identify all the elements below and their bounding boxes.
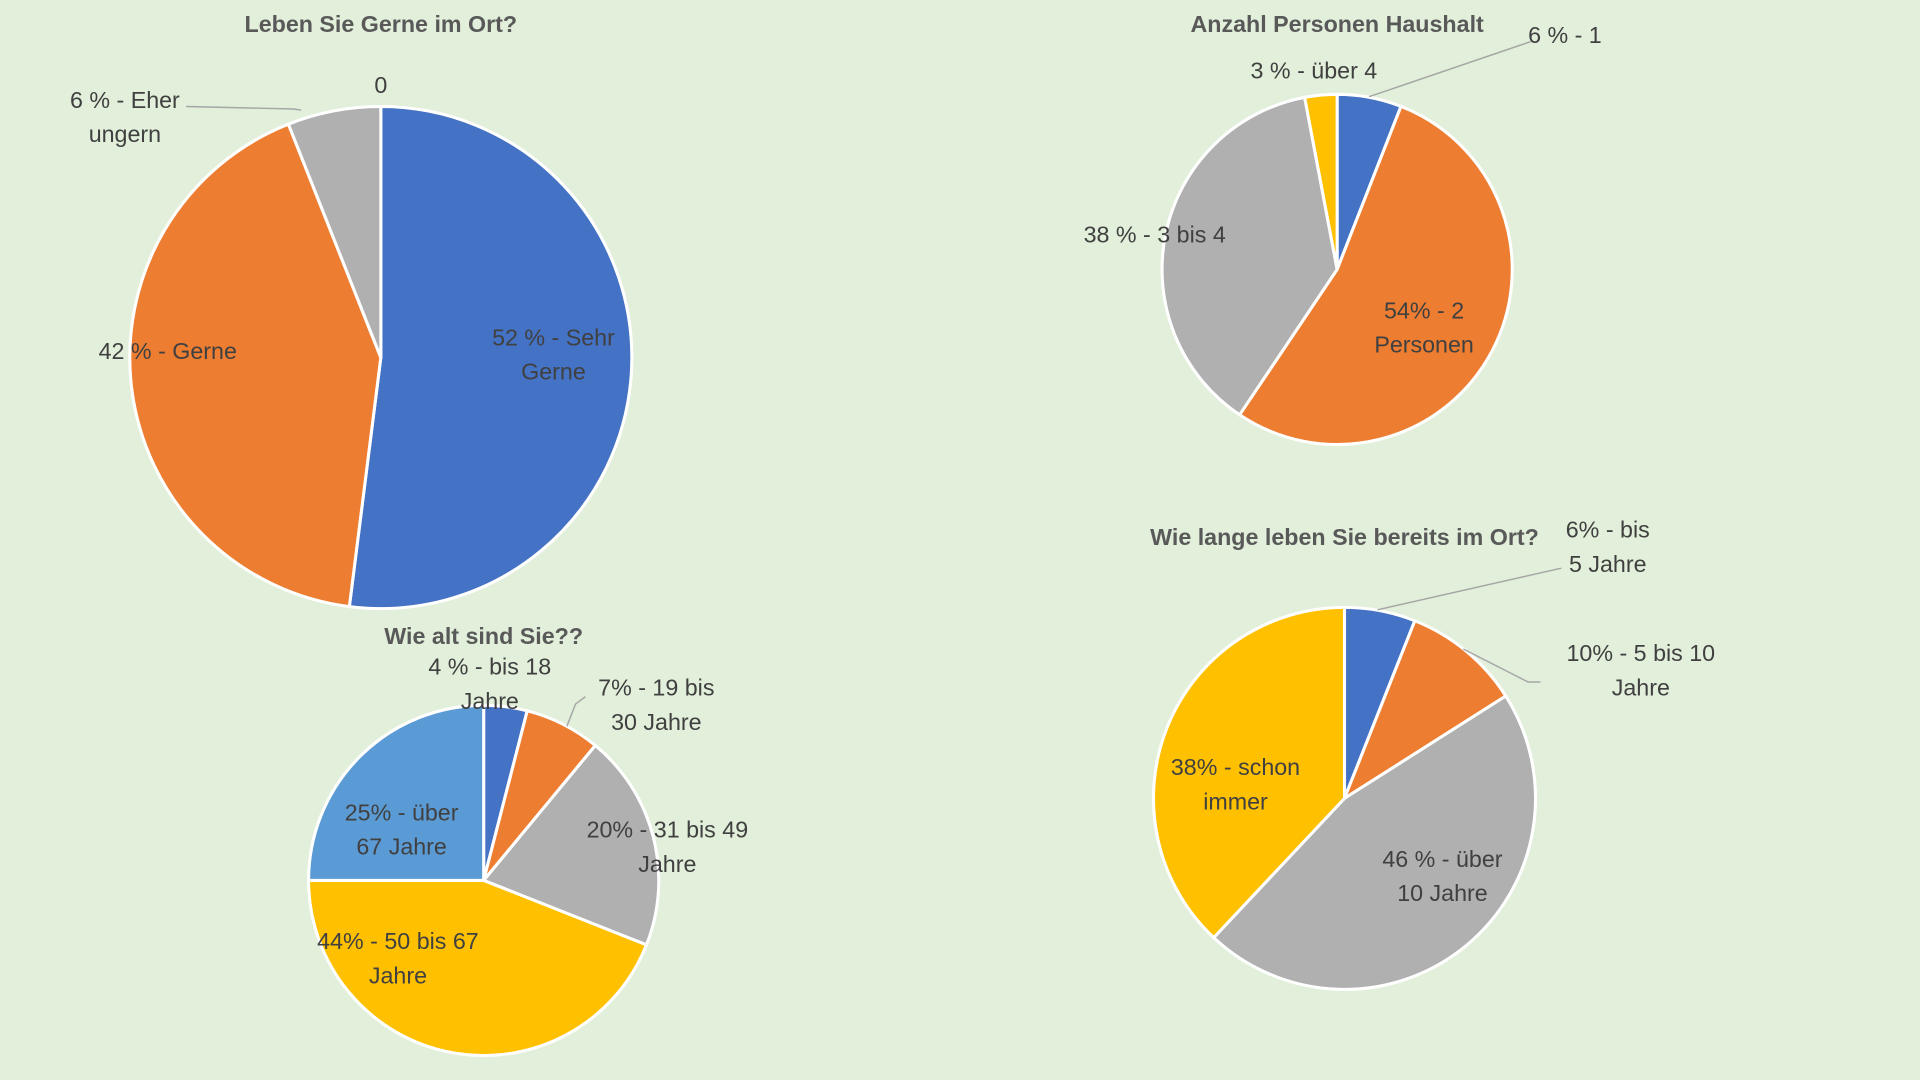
data-label: 7% - 19 bis 30 Jahre [598, 675, 714, 735]
data-label: 6 % - 1 [1528, 22, 1602, 48]
data-label: 0 [374, 72, 387, 98]
data-label: 46 % - über 10 Jahre [1382, 846, 1502, 906]
pie-slice-gerne [128, 122, 383, 609]
chart-wie-lange: Wie lange leben Sie bereits im Ort? 6% -… [1150, 517, 1715, 991]
pie [1160, 92, 1514, 446]
leader-line [1368, 40, 1531, 98]
data-label: 3 % - über 4 [1251, 57, 1378, 83]
chart-title: Wie lange leben Sie bereits im Ort? [1150, 524, 1539, 550]
leader-line [566, 696, 586, 727]
data-label: 25% - über 67 Jahre [345, 799, 459, 859]
chart-wie-alt: Wie alt sind Sie?? 4 % - bis 18 Jahre 7% … [307, 623, 749, 1058]
chart-title: Leben Sie Gerne im Ort? [245, 11, 518, 37]
pie [307, 703, 661, 1058]
pie-slice-über-4 [1302, 92, 1339, 270]
data-label: 20% - 31 bis 49 Jahre [587, 817, 749, 877]
leader-line [186, 105, 302, 111]
pie-slice-eher-ungern [286, 104, 383, 359]
data-label: 42 % - Gerne [99, 338, 237, 364]
chart-title: Anzahl Personen Haushalt [1191, 11, 1485, 37]
data-label: 6 % - Eher ungern [70, 87, 180, 147]
data-label: 54% - 2 Personen [1374, 297, 1474, 357]
pie-slice-über-10-jahre [1211, 693, 1538, 991]
leader-line [1462, 648, 1541, 683]
data-label: 6% - bis 5 Jahre [1566, 517, 1650, 577]
pie-slice-2-personen [1237, 104, 1514, 446]
pie-slice-über-67-jahre [307, 703, 486, 882]
pie-slice-schon-immer [1151, 605, 1347, 940]
pie-slice-31-bis-49-jahre [481, 743, 661, 947]
pie-slice-3-bis-4 [1160, 95, 1339, 417]
pie-slice-50-bis-67-jahre [307, 878, 649, 1058]
chart-title: Wie alt sind Sie?? [384, 623, 583, 649]
data-label: 52 % - Sehr Gerne [492, 324, 615, 384]
pie-slice-sehr-gerne [347, 104, 634, 611]
pie [1151, 605, 1538, 991]
leader-line [1377, 567, 1562, 611]
chart-anzahl-personen: Anzahl Personen Haushalt 6 % - 1 54% - 2… [1084, 11, 1602, 446]
data-label: 4 % - bis 18 Jahre [428, 654, 551, 714]
data-label: 38% - schon immer [1171, 754, 1300, 814]
data-label: 44% - 50 bis 67 Jahre [317, 928, 479, 988]
pie [128, 104, 634, 611]
data-label: 38 % - 3 bis 4 [1084, 221, 1226, 247]
data-label: 10% - 5 bis 10 Jahre [1566, 640, 1715, 700]
chart-leben-gerne: Leben Sie Gerne im Ort? 52 % - Sehr Gerne… [70, 11, 634, 611]
